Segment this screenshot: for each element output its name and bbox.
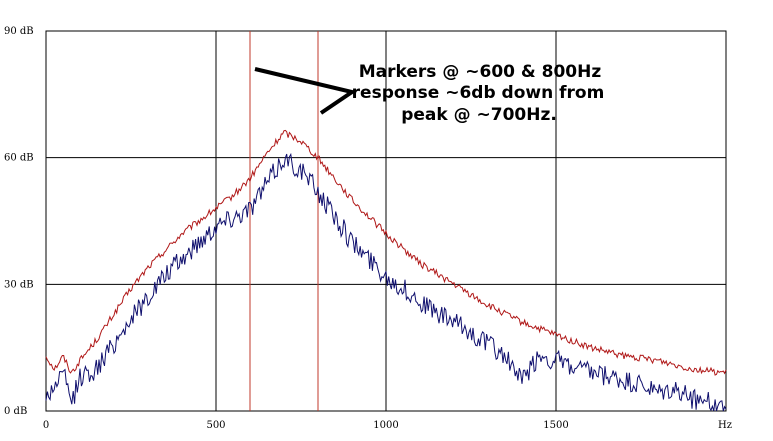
x-tick-labels: 0 500 1000 1500 <box>43 420 569 431</box>
y-tick-label-0: 0 dB <box>4 406 27 417</box>
y-tick-labels: 0 dB 30 dB 60 dB 90 dB <box>4 26 34 417</box>
x-tick-label-3: 1500 <box>543 420 568 431</box>
series-lines <box>45 129 727 412</box>
series-line-1 <box>45 152 727 412</box>
marker-lines <box>249 31 319 411</box>
y-tick-label-3: 90 dB <box>4 26 34 37</box>
annotation-line-3: peak @ ~700Hz. <box>401 105 557 125</box>
annotation-text: Markers @ ~600 & 800Hz response ~6db dow… <box>352 62 605 125</box>
x-tick-label-0: 0 <box>43 420 49 431</box>
grid-lines <box>46 31 726 411</box>
annotation-line-2: response ~6db down from <box>352 83 605 103</box>
x-tick-label-1: 500 <box>206 420 225 431</box>
x-tick-label-2: 1000 <box>373 420 398 431</box>
annotation-pointer <box>254 67 357 115</box>
series-line-0 <box>45 129 727 376</box>
y-tick-label-2: 60 dB <box>4 153 34 164</box>
annotation-line-1: Markers @ ~600 & 800Hz <box>359 62 602 82</box>
y-tick-label-1: 30 dB <box>4 279 34 290</box>
x-unit-label: Hz <box>718 420 732 431</box>
